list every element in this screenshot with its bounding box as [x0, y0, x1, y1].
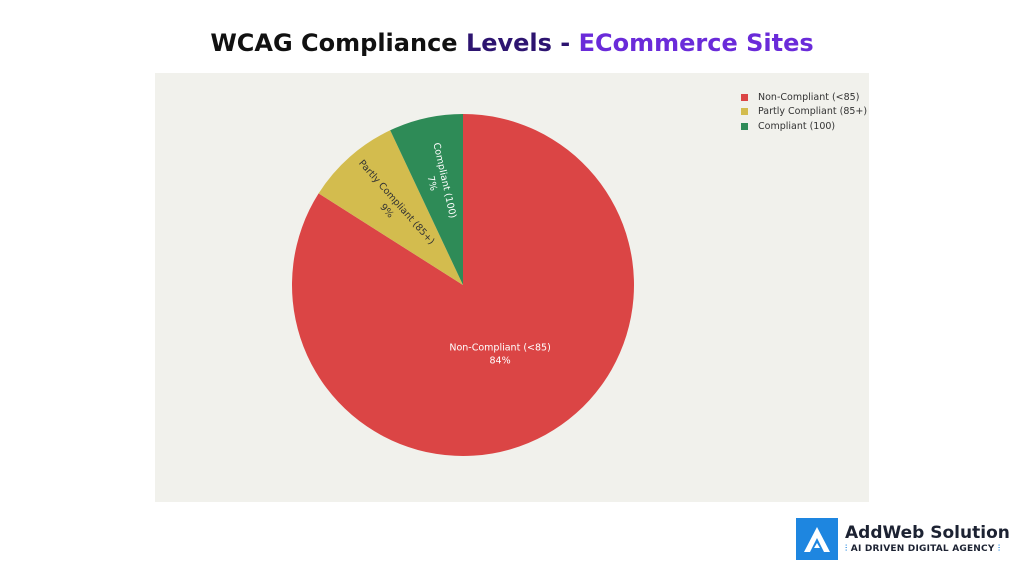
chart-title: WCAG Compliance Levels - ECommerce Sites [0, 28, 1024, 58]
slice-label-percent: 84% [490, 355, 511, 366]
legend-item-2[interactable]: Compliant (100) [741, 119, 867, 134]
legend-swatch [741, 122, 748, 130]
title-part-1: WCAG Compliance [210, 29, 466, 57]
addweb-logo-icon [796, 518, 838, 560]
brand-text: AddWeb Solution ⫶ AI DRIVEN DIGITAL AGEN… [845, 523, 1010, 556]
title-part-2: Levels - [465, 29, 579, 57]
brand-tagline-row: ⫶ AI DRIVEN DIGITAL AGENCY ⫶ [845, 543, 1010, 556]
brand-name: AddWeb Solution [845, 522, 1010, 543]
legend-label: Non-Compliant (<85) [758, 91, 860, 103]
pie-slice-0 [292, 114, 634, 457]
pie-slice-1 [318, 130, 463, 285]
slice-label-percent: 7% [425, 175, 439, 192]
legend-swatch [741, 93, 748, 101]
legend-item-0[interactable]: Non-Compliant (<85) [741, 90, 867, 105]
slice-label-name: Non-Compliant (<85) [449, 342, 550, 353]
spark-icon: ⫶ [994, 543, 1001, 554]
pie-slice-2 [390, 114, 463, 285]
brand-logo-block: AddWeb Solution ⫶ AI DRIVEN DIGITAL AGEN… [796, 518, 1016, 560]
legend-item-1[interactable]: Partly Compliant (85+) [741, 105, 867, 120]
title-part-3: ECommerce Sites [578, 29, 814, 57]
spark-icon: ⫶ [845, 543, 851, 554]
pie-chart: Non-Compliant (<85)84%Partly Compliant (… [292, 114, 634, 457]
legend-swatch [741, 108, 748, 116]
chart-area: Non-Compliant (<85) 84% Partly Compliant (… [155, 73, 869, 502]
slice-label-0: Non-Compliant (<85) 84% [449, 342, 550, 366]
legend: Non-Compliant (<85) Partly Compliant (85+… [741, 90, 867, 134]
legend-label: Partly Compliant (85+) [758, 106, 868, 118]
brand-tagline: AI DRIVEN DIGITAL AGENCY [850, 543, 995, 554]
legend-label: Compliant (100) [758, 120, 836, 132]
